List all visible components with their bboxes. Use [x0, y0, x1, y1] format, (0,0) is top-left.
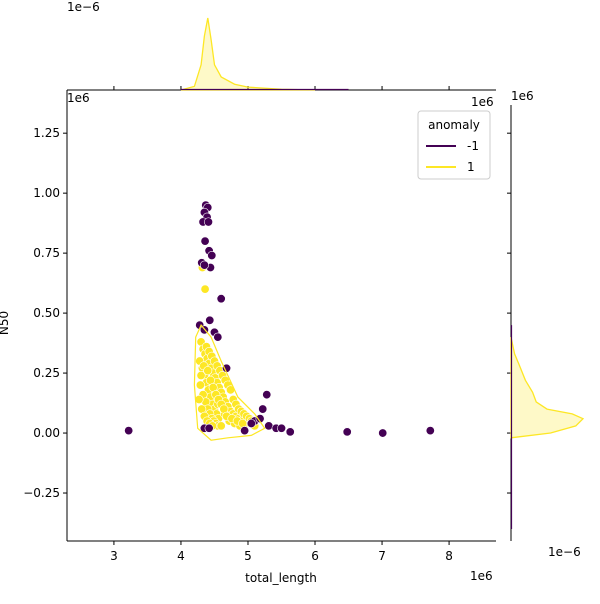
scatter-point-minus1 — [378, 428, 388, 438]
scatter-point-minus1 — [216, 294, 226, 304]
scatter-point-minus1 — [124, 426, 134, 436]
scatter-point-1 — [195, 380, 205, 390]
y-axis-label: N50 — [0, 311, 11, 335]
scatter-point-1 — [196, 370, 206, 380]
marginal-right-offset-label: 1e−6 — [548, 545, 581, 559]
y-tick-label: 0.25 — [33, 366, 60, 380]
x-axis-label: total_length — [245, 571, 317, 585]
marginal-top-offset-label: 1e−6 — [67, 0, 100, 14]
y-tick-label: −0.25 — [23, 486, 60, 500]
legend-title: anomaly — [428, 118, 480, 132]
scatter-point-minus1 — [425, 426, 435, 436]
scatter-point-minus1 — [203, 217, 213, 227]
scatter-point-minus1 — [207, 251, 217, 261]
scatter-point-minus1 — [255, 414, 265, 424]
scatter-point-1 — [194, 394, 204, 404]
legend-label-minus1: -1 — [467, 139, 479, 153]
scatter-point-1 — [203, 366, 213, 376]
marginal-x-right-offset-label: 1e6 — [471, 95, 494, 109]
legend-label-1: 1 — [467, 160, 475, 174]
marginal-right-axes — [507, 105, 585, 541]
marginal-top-axes — [67, 17, 496, 91]
x-tick-label: 4 — [177, 549, 185, 563]
y-tick-label: 0.00 — [33, 426, 60, 440]
scatter-point-minus1 — [240, 426, 250, 436]
scatter-point-minus1 — [342, 427, 352, 437]
scatter-point-1 — [200, 284, 210, 294]
main-x-offset-label: 1e6 — [470, 569, 493, 583]
scatter-point-minus1 — [276, 423, 286, 433]
scatter-point-minus1 — [200, 236, 210, 246]
y-tick-label: 0.50 — [33, 306, 60, 320]
scatter-point-minus1 — [213, 332, 223, 342]
scatter-point-minus1 — [262, 390, 272, 400]
marginal-y-top-offset-label: 1e6 — [511, 89, 534, 103]
x-tick-label: 7 — [378, 549, 386, 563]
legend: anomaly -1 1 — [417, 110, 491, 180]
scatter-point-minus1 — [199, 260, 209, 270]
y-tick-label: 1.00 — [33, 186, 60, 200]
x-tick-label: 6 — [311, 549, 319, 563]
kde-contour-1 — [193, 323, 266, 441]
scatter-point-minus1 — [246, 418, 256, 428]
scatter-point-minus1 — [258, 404, 268, 414]
main-axes: 3 4 5 6 7 8 −0.25 0.00 0.25 0.50 0.75 1.00 1.25 — [23, 90, 496, 563]
x-tick-label: 5 — [244, 549, 252, 563]
main-y-offset-label: 1e6 — [67, 91, 90, 105]
marginal-top-density-1 — [180, 17, 316, 91]
scatter-point-minus1 — [205, 315, 215, 325]
marginal-right-density-1 — [510, 336, 585, 439]
x-tick-label: 3 — [110, 549, 118, 563]
scatter-point-1 — [216, 421, 226, 431]
y-tick-label: 0.75 — [33, 246, 60, 260]
scatter-point-minus1 — [285, 427, 295, 437]
x-tick-label: 8 — [445, 549, 453, 563]
scatter-point-minus1 — [204, 423, 214, 433]
y-tick-label: 1.25 — [33, 126, 60, 140]
